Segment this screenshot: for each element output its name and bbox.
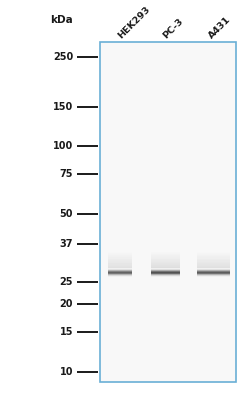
Text: 250: 250 xyxy=(53,52,73,62)
Bar xyxy=(108,257,132,258)
Text: 100: 100 xyxy=(53,141,73,151)
Text: A431: A431 xyxy=(207,14,233,40)
Text: 50: 50 xyxy=(60,209,73,219)
Bar xyxy=(197,264,230,265)
Bar xyxy=(151,255,180,256)
Bar xyxy=(197,252,230,253)
Bar xyxy=(151,265,180,266)
Text: HEK293: HEK293 xyxy=(116,4,152,40)
Bar xyxy=(108,265,132,266)
Bar xyxy=(108,252,132,253)
Bar xyxy=(197,253,230,254)
Text: 75: 75 xyxy=(60,170,73,180)
Bar xyxy=(108,267,132,268)
Bar xyxy=(151,257,180,258)
Text: 10: 10 xyxy=(60,367,73,377)
Bar xyxy=(108,255,132,256)
Bar xyxy=(197,256,230,257)
Bar xyxy=(197,255,230,256)
Bar xyxy=(197,265,230,266)
Bar xyxy=(197,267,230,268)
Bar xyxy=(108,263,132,264)
Bar xyxy=(108,253,132,254)
Bar xyxy=(108,254,132,255)
Bar xyxy=(108,259,132,260)
Text: 37: 37 xyxy=(60,238,73,248)
Bar xyxy=(197,260,230,261)
Bar xyxy=(197,254,230,255)
Bar xyxy=(197,263,230,264)
Bar xyxy=(108,264,132,265)
Bar xyxy=(108,262,132,263)
Bar xyxy=(108,256,132,257)
Bar xyxy=(151,256,180,257)
Bar xyxy=(151,262,180,263)
Text: 20: 20 xyxy=(60,299,73,309)
Bar xyxy=(108,260,132,261)
Bar xyxy=(108,261,132,262)
Bar xyxy=(151,263,180,264)
Bar xyxy=(151,260,180,261)
Bar xyxy=(151,266,180,267)
Bar xyxy=(151,267,180,268)
Text: PC-3: PC-3 xyxy=(162,16,186,40)
Bar xyxy=(151,264,180,265)
Bar xyxy=(197,257,230,258)
Bar xyxy=(197,258,230,259)
Bar xyxy=(151,254,180,255)
Bar xyxy=(108,266,132,267)
Bar xyxy=(151,259,180,260)
Bar xyxy=(197,261,230,262)
Bar xyxy=(100,42,236,382)
Bar xyxy=(151,253,180,254)
Text: 25: 25 xyxy=(60,277,73,287)
Text: 150: 150 xyxy=(53,102,73,112)
Bar xyxy=(108,258,132,259)
Bar xyxy=(197,259,230,260)
Text: 15: 15 xyxy=(60,327,73,337)
Bar xyxy=(197,266,230,267)
Text: kDa: kDa xyxy=(50,15,73,25)
Bar xyxy=(151,258,180,259)
Bar xyxy=(151,252,180,253)
Bar xyxy=(151,261,180,262)
Bar xyxy=(197,262,230,263)
